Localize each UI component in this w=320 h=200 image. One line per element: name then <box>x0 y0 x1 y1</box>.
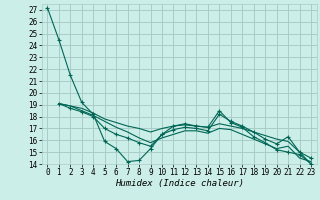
X-axis label: Humidex (Indice chaleur): Humidex (Indice chaleur) <box>115 179 244 188</box>
